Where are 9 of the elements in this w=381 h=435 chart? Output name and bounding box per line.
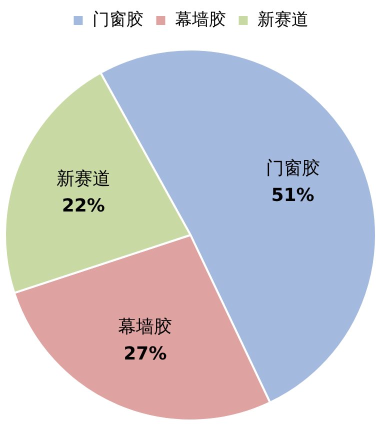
legend-label: 新赛道	[257, 10, 308, 30]
slice-label: 幕墙胶	[118, 316, 172, 338]
data-label: 51%	[271, 185, 314, 206]
legend-label: 幕墙胶	[174, 10, 226, 30]
slice-label: 新赛道	[56, 168, 110, 190]
data-label: 27%	[124, 343, 167, 364]
legend-label: 门窗胶	[92, 10, 144, 30]
data-label: 22%	[62, 196, 105, 217]
slice-label: 门窗胶	[266, 158, 320, 180]
